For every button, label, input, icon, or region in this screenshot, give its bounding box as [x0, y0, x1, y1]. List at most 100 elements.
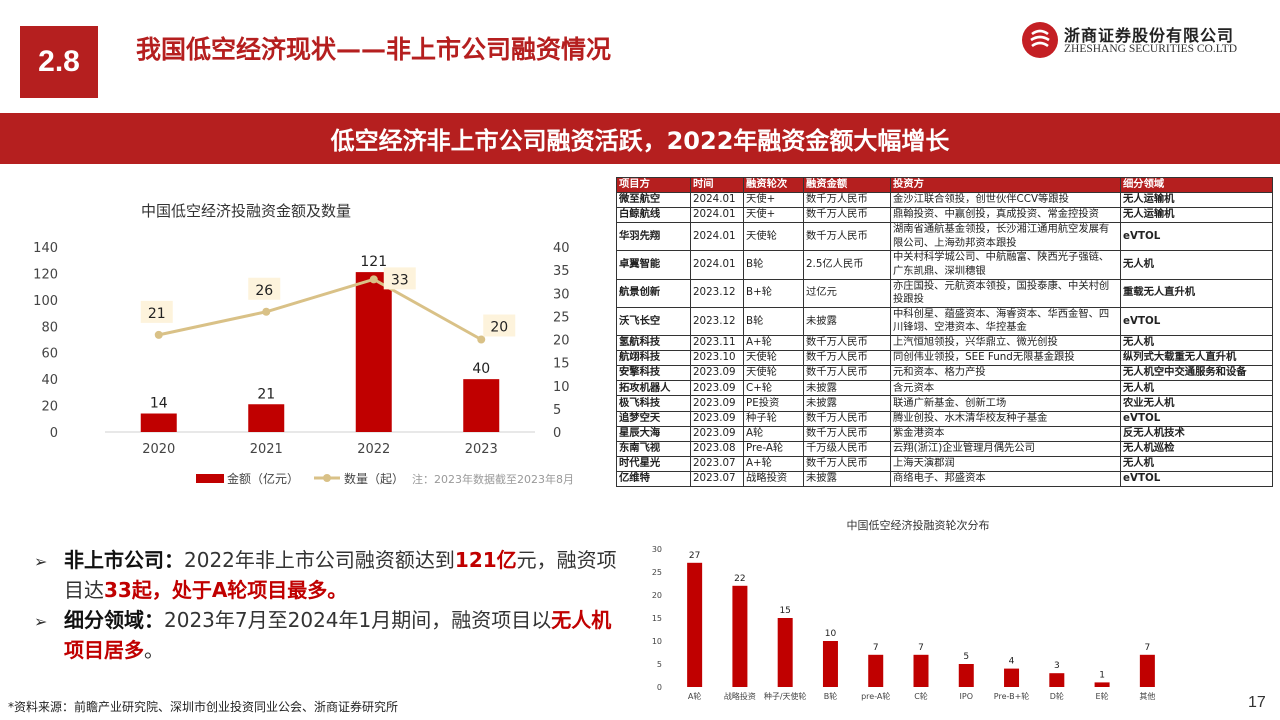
y-tick-label: 10 [652, 637, 662, 646]
chart-title: 中国低空经济投融资轮次分布 [847, 518, 990, 532]
table-cell: 千万级人民币 [803, 440, 891, 457]
table-cell: 2023.09 [690, 425, 744, 442]
bar-amount [355, 272, 392, 432]
table-cell: 天使轮 [743, 350, 804, 367]
bar-value-label: 7 [918, 643, 924, 653]
table-cell: 2023.08 [690, 440, 744, 457]
table-cell: 无人机 [1120, 250, 1273, 280]
x-tick-label: pre-A轮 [861, 691, 890, 701]
y-right-tick-label: 30 [553, 287, 570, 302]
bar-value-label: 7 [1144, 643, 1150, 653]
table-row: 华羽先翔 2024.01 天使轮 数千万人民币 湖南省通航基金领投，长沙湘江通用航空发展… [616, 222, 1273, 252]
table-cell: 腾业创投、水木清华校友种子基金 [890, 410, 1121, 427]
table-cell: 2023.12 [690, 306, 744, 337]
table-cell: 反无人机技术 [1120, 425, 1273, 442]
y-right-tick-label: 10 [553, 380, 570, 395]
chart-note: 注：2023年数据截至2023年8月 [412, 472, 574, 486]
table-row: 追梦空天 2023.09 种子轮 数千万人民币 腾业创投、水木清华校友种子基金 eVTOL [616, 410, 1273, 427]
bar-value-label: 10 [825, 629, 837, 639]
x-tick-label: 2022 [357, 442, 390, 457]
line-value-label: 26 [255, 283, 273, 299]
line-point [477, 335, 486, 344]
funding-rounds-chart: 中国低空经济投融资轮次分布 0 5 10 15 20 25 30 27 22 15 10 7 7 5 4 3… [652, 518, 1156, 701]
table-cell: B轮 [743, 250, 804, 280]
column-header: 融资金额 [803, 176, 891, 194]
table-cell: 数千万人民币 [803, 365, 891, 382]
page-number: 17 [1248, 694, 1266, 711]
y-tick-label: 0 [657, 683, 662, 692]
table-cell: 东南飞视 [616, 440, 691, 457]
table-cell: 航翊科技 [616, 350, 691, 367]
table-cell: 天使+ [743, 192, 804, 209]
table-cell: 鼎翰投资、中赢创投，真成投资、常金控投资 [890, 207, 1121, 224]
bar-value-label: 21 [257, 386, 275, 402]
section-number: 2.8 [20, 26, 98, 98]
table-cell: 无人机巡检 [1120, 440, 1273, 457]
table-cell: 数千万人民币 [803, 335, 891, 352]
column-header: 项目方 [616, 176, 691, 194]
legend-label-count: 数量（起） [344, 471, 404, 486]
y-right-tick-label: 40 [553, 241, 570, 256]
logo-english: ZHESHANG SECURITIES CO.LTD [1064, 43, 1238, 55]
line-value-label: 20 [490, 320, 508, 336]
bar-value-label: 3 [1054, 661, 1060, 671]
bullet-lead: 非上市公司 [64, 548, 164, 572]
y-left-tick-label: 140 [33, 241, 58, 256]
legend-marker-count [323, 474, 331, 482]
y-tick-label: 25 [652, 568, 662, 577]
column-header: 时间 [690, 176, 744, 194]
bar-value-label: 5 [963, 652, 969, 662]
table-cell: 追梦空天 [616, 410, 691, 427]
bullet-segment: ➢ 细分领域：2023年7月至2024年1月期间，融资项目以无人机项目居多。 [34, 605, 624, 665]
bar-round [1004, 668, 1020, 687]
x-tick-label: 2020 [142, 442, 175, 457]
table-cell: 无人机 [1120, 380, 1273, 397]
x-tick-label: B轮 [824, 691, 838, 701]
y-right-tick-label: 35 [553, 264, 570, 279]
table-cell: eVTOL [1120, 410, 1273, 427]
table-cell: 无人机 [1120, 335, 1273, 352]
table-row: 安擎科技 2023.09 天使轮 数千万人民币 元和资本、格力产投 无人机空中交通服务和设… [616, 365, 1273, 382]
company-logo: 浙商证券股份有限公司 ZHESHANG SECURITIES CO.LTD [1022, 20, 1262, 62]
bar-round [868, 654, 884, 687]
funding-amount-count-chart: 中国低空经济投融资金额及数量 0 20 40 60 80 100 120 140 0 5 10 15… [33, 202, 574, 486]
bar-value-label: 14 [150, 396, 168, 412]
logo-name: 浙商证券股份有限公司 [1064, 26, 1235, 45]
table-cell: 2024.01 [690, 222, 744, 252]
table-cell: 金沙江联合领投，创世伙伴CCV等跟投 [890, 192, 1121, 209]
table-cell: 未披露 [803, 380, 891, 397]
table-cell: 重载无人直升机 [1120, 278, 1273, 308]
bar-value-label: 22 [734, 574, 745, 584]
column-header: 投资方 [890, 176, 1121, 194]
table-cell: 纵列式大载重无人直升机 [1120, 350, 1273, 367]
bullet-lead: 细分领域 [64, 608, 144, 632]
bar-amount [463, 379, 500, 432]
table-cell: B+轮 [743, 278, 804, 308]
legend-label-amount: 金额（亿元） [227, 471, 299, 486]
table-row: 拓攻机器人 2023.09 C+轮 未披露 含元资本 无人机 [616, 380, 1273, 397]
bar-value-label: 121 [360, 254, 387, 270]
table-cell: eVTOL [1120, 222, 1273, 252]
table-cell: 亦庄国投、元航资本领投，国投泰康、中关村创投跟投 [890, 278, 1121, 308]
table-row: 航景创新 2023.12 B+轮 过亿元 亦庄国投、元航资本领投，国投泰康、中关村创投跟… [616, 278, 1273, 308]
table-cell: 微至航空 [616, 192, 691, 209]
bar-round [1094, 682, 1110, 687]
line-count [158, 277, 482, 341]
y-right-tick-label: 15 [553, 357, 570, 372]
table-cell: 未披露 [803, 470, 891, 487]
table-cell: 2023.07 [690, 455, 744, 472]
table-cell: 2023.09 [690, 395, 744, 412]
bar-round [913, 654, 929, 687]
bar-round [1139, 654, 1155, 687]
table-cell: 2023.09 [690, 410, 744, 427]
table-cell: 白鲸航线 [616, 207, 691, 224]
bar-round [687, 562, 703, 687]
y-left-tick-label: 80 [41, 320, 58, 335]
bar-round [958, 664, 974, 687]
column-header: 细分领域 [1120, 176, 1273, 194]
bar-value-label: 1 [1099, 670, 1105, 680]
table-cell: 2024.01 [690, 250, 744, 280]
table-cell: 中科创星、蕴盛资本、海睿资本、华西金智、四川锋翊、空港资本、华控基金 [890, 306, 1121, 337]
y-right-tick-label: 25 [553, 310, 570, 325]
table-cell: 农业无人机 [1120, 395, 1273, 412]
